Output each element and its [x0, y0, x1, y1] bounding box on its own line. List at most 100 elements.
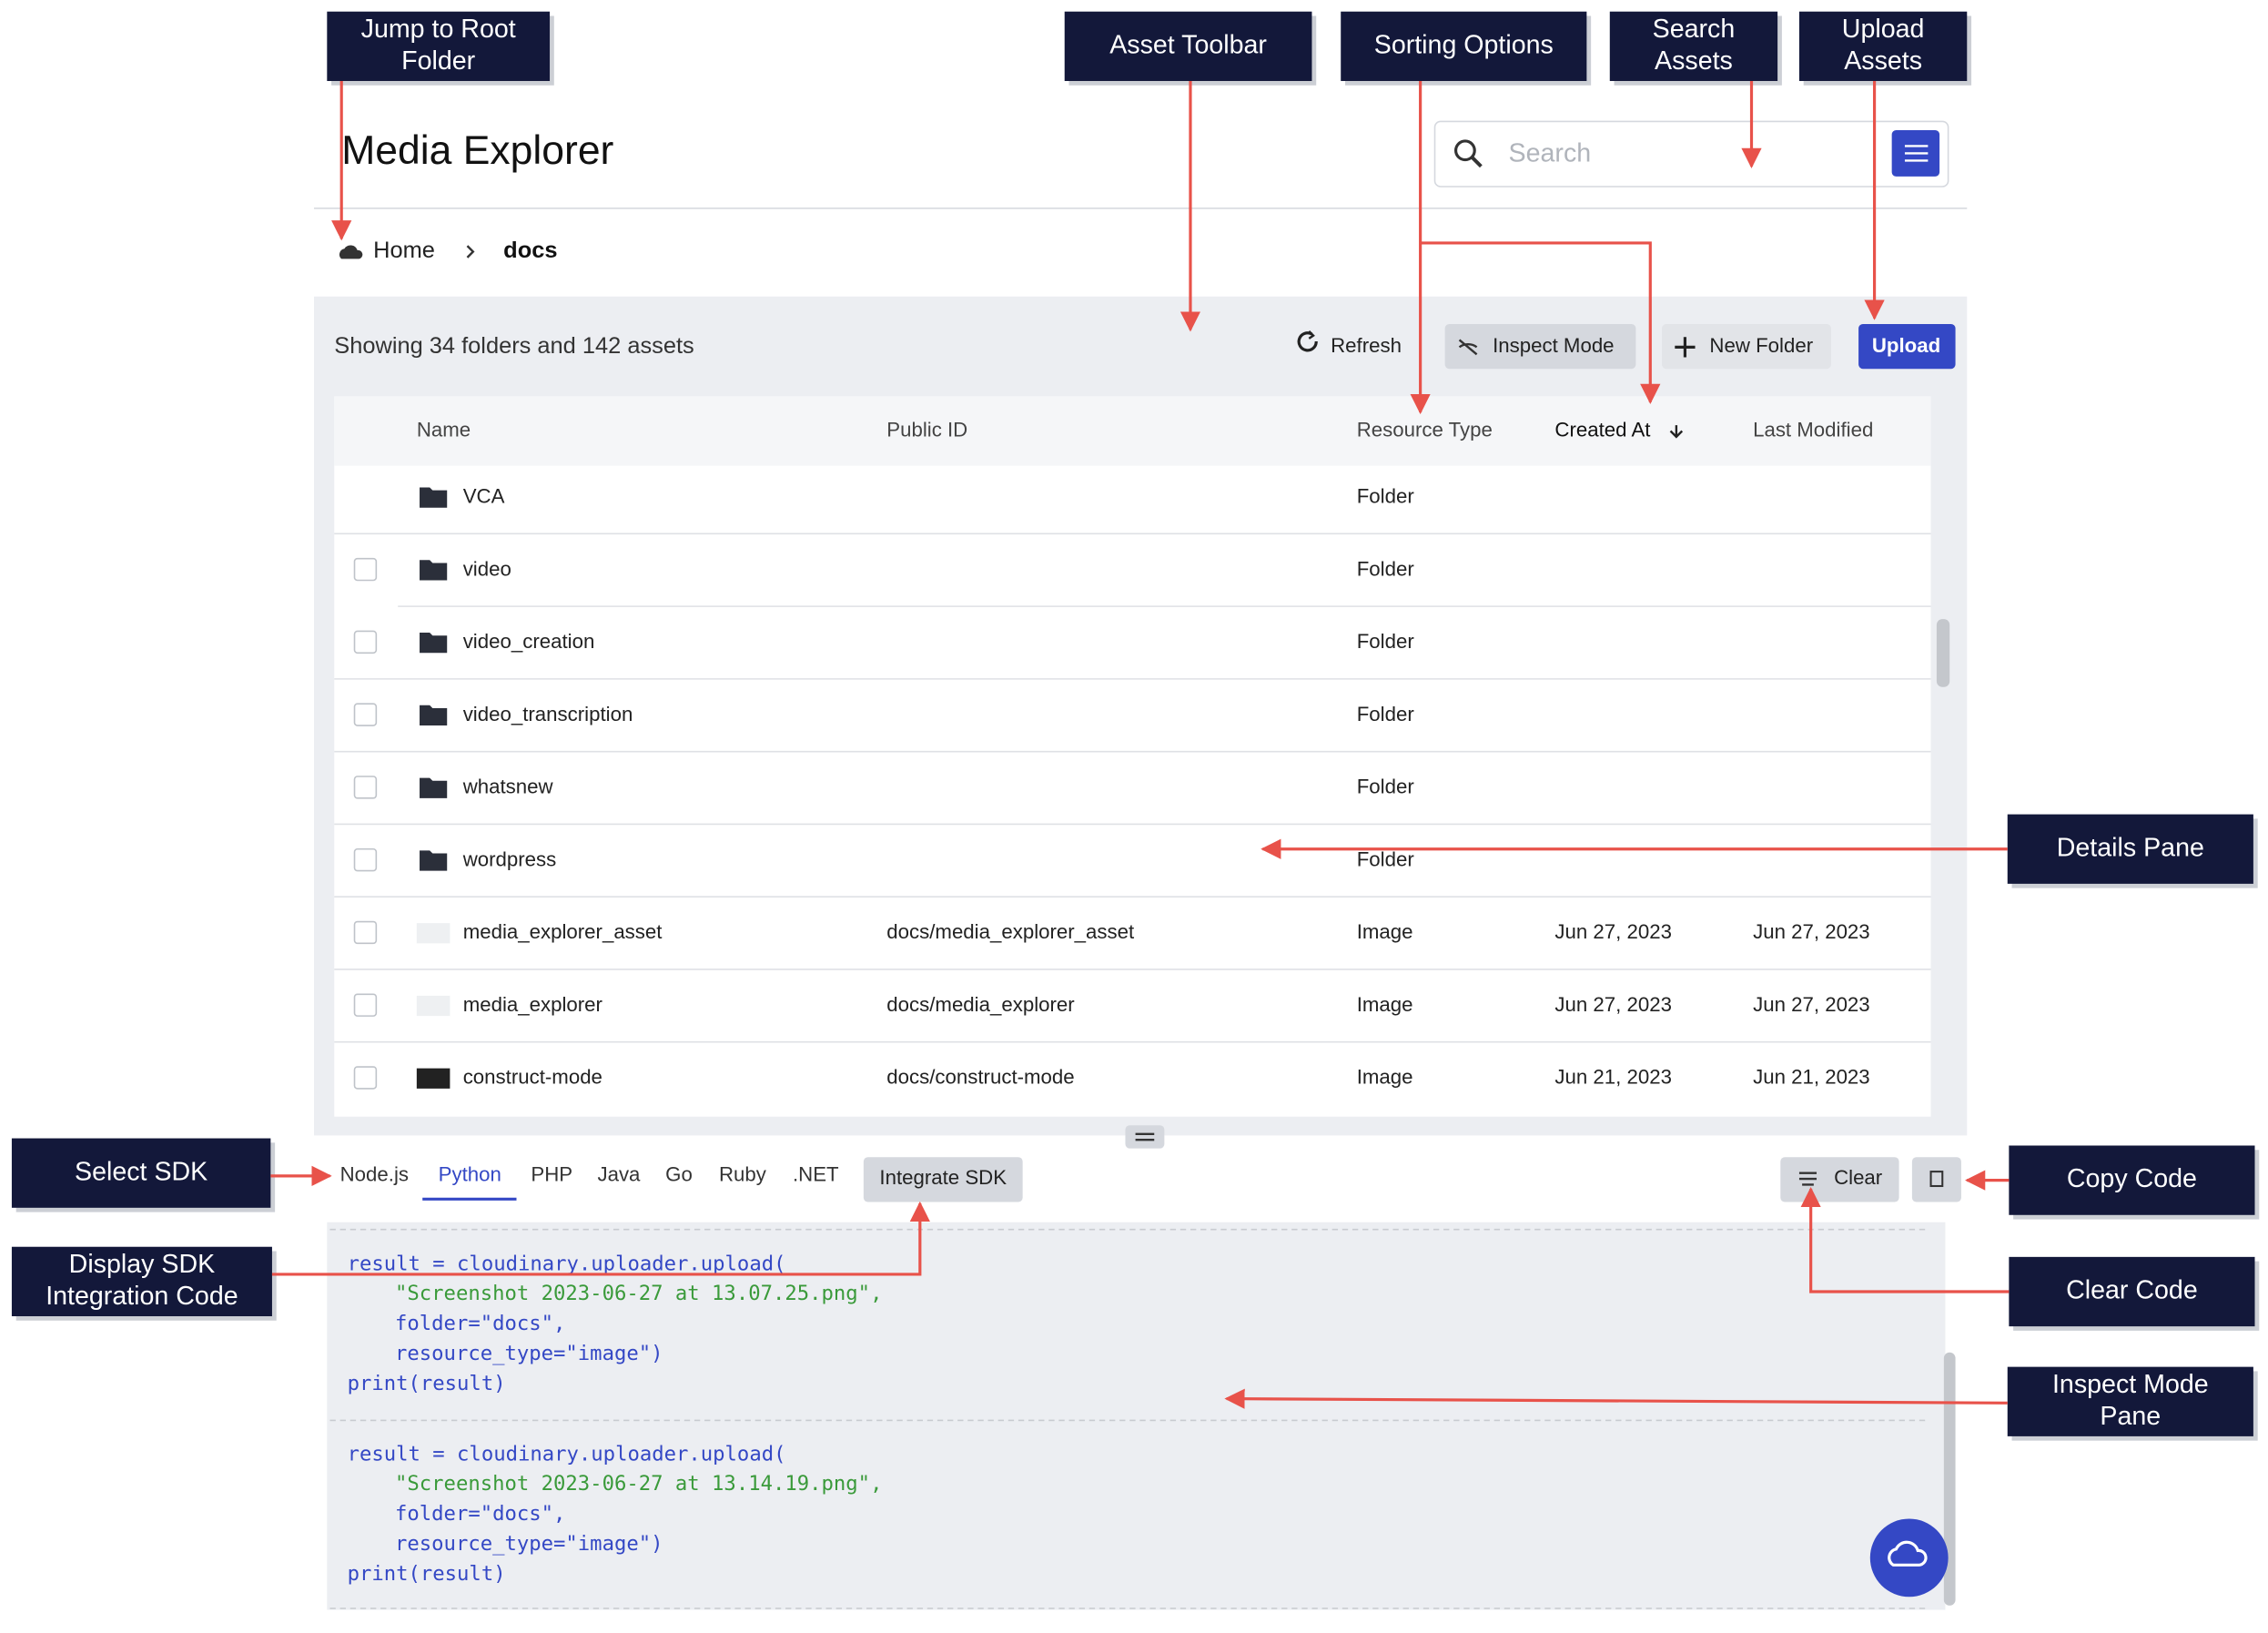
cell-type: Image	[1357, 1066, 1413, 1089]
sdk-tab[interactable]: PHP	[531, 1163, 572, 1186]
cell-name: media_explorer_asset	[463, 920, 663, 943]
inspect-mode-button[interactable]	[1444, 323, 1636, 370]
callout-label: Folder	[401, 46, 476, 76]
checkbox[interactable]	[353, 1066, 378, 1090]
folder-icon	[420, 633, 448, 654]
code-pane	[327, 1222, 1946, 1610]
checkbox[interactable]	[353, 557, 378, 582]
cell-modified: Jun 27, 2023	[1753, 920, 1870, 943]
callout-label: Asset Toolbar	[1109, 30, 1267, 59]
callout-box	[1064, 11, 1312, 81]
checkbox[interactable]	[353, 993, 378, 1017]
cell-name: wordpress	[462, 847, 557, 870]
table	[334, 396, 1931, 1117]
clear-label: Clear	[1834, 1166, 1883, 1189]
checkbox[interactable]	[353, 703, 378, 726]
column-header[interactable]: Last Modified	[1753, 418, 1873, 441]
cell-name: whatsnew	[462, 776, 554, 798]
cell-type: Folder	[1357, 703, 1415, 725]
code-line: result = cloudinary.uploader.upload(	[348, 1442, 786, 1466]
checkbox[interactable]	[353, 630, 378, 654]
callout-arrow	[1800, 1186, 2010, 1293]
sdk-tab[interactable]: Go	[665, 1163, 693, 1186]
inspect-mode-label: Inspect Mode	[1493, 334, 1614, 357]
code-line: folder="docs",	[395, 1312, 565, 1335]
column-header[interactable]: Resource Type	[1357, 418, 1493, 441]
checkbox[interactable]	[353, 776, 378, 799]
code-scrollbar	[1943, 1352, 1956, 1606]
folder-icon	[420, 487, 448, 508]
callout-label: Integration Code	[46, 1282, 238, 1311]
callout-label: Search	[1653, 15, 1736, 44]
callout-box	[1341, 11, 1587, 81]
cell-type: Folder	[1357, 484, 1415, 507]
code-line: print(result)	[348, 1562, 506, 1586]
callout-arrow	[1420, 241, 1661, 404]
callout-label: Pane	[2100, 1402, 2161, 1431]
folder-icon	[420, 850, 448, 871]
callout-arrow	[1224, 1388, 2008, 1409]
cell-created: Jun 27, 2023	[1554, 920, 1672, 943]
thumbnail	[416, 923, 451, 944]
callout-box	[327, 11, 551, 81]
column-header[interactable]: Created At	[1554, 418, 1651, 441]
callout-label: Details Pane	[2057, 833, 2204, 862]
upload-label: Upload	[1872, 334, 1940, 357]
page-title: Media Explorer	[341, 128, 613, 173]
cell-name: video_creation	[463, 630, 595, 653]
callout-label: Clear Code	[2066, 1276, 2198, 1305]
sdk-tab[interactable]: .NET	[793, 1163, 839, 1186]
code-line: "Screenshot 2023-06-27 at 13.14.19.png",	[395, 1472, 882, 1496]
cell-name: VCA	[463, 484, 505, 507]
thumbnail	[416, 995, 451, 1017]
cell-public-id: docs/media_explorer_asset	[886, 920, 1135, 943]
checkbox[interactable]	[353, 847, 378, 872]
callout-label: Assets	[1844, 46, 1922, 76]
cell-created: Jun 27, 2023	[1554, 993, 1672, 1016]
cell-type: Image	[1357, 993, 1413, 1016]
callout-label: Jump to Root	[361, 15, 516, 44]
callout-arrow	[271, 1201, 930, 1276]
cell-name: video_transcription	[463, 703, 633, 725]
breadcrumb-current: docs	[503, 238, 557, 263]
folder-icon	[420, 777, 448, 798]
code-line: folder="docs",	[395, 1502, 565, 1526]
copy-button[interactable]	[1911, 1157, 1961, 1202]
sdk-tab[interactable]: Ruby	[719, 1163, 767, 1186]
cell-public-id: docs/media_explorer	[886, 993, 1075, 1016]
cell-type: Folder	[1357, 557, 1415, 580]
callout-label: Upload	[1842, 15, 1925, 44]
sdk-tab[interactable]: Node.js	[340, 1163, 409, 1186]
cell-type: Folder	[1357, 847, 1415, 870]
breadcrumb-home[interactable]: Home	[373, 238, 435, 263]
folder-icon	[420, 560, 448, 581]
cell-name: media_explorer	[463, 993, 603, 1016]
thumbnail	[416, 1068, 451, 1089]
callout-box	[11, 1246, 272, 1317]
code-line: print(result)	[348, 1372, 506, 1395]
floating-button[interactable]	[1869, 1518, 1949, 1598]
cell-modified: Jun 27, 2023	[1753, 993, 1870, 1016]
refresh-button[interactable]: Refresh	[1331, 334, 1402, 357]
integrate-sdk-label: Integrate SDK	[879, 1166, 1007, 1189]
new-folder-button[interactable]	[1661, 323, 1831, 370]
cell-public-id: docs/construct-mode	[886, 1066, 1074, 1089]
integrate-sdk-button[interactable]	[863, 1157, 1023, 1202]
upload-button[interactable]	[1858, 323, 1956, 370]
callout-label: Copy Code	[2067, 1164, 2197, 1193]
code-line: result = cloudinary.uploader.upload(	[348, 1252, 786, 1275]
summary: Showing 34 folders and 142 assets	[334, 333, 694, 359]
checkbox[interactable]	[353, 920, 378, 945]
cell-type: Image	[1357, 920, 1413, 943]
splitter[interactable]	[1125, 1125, 1165, 1149]
table-header	[334, 396, 1931, 466]
column-header[interactable]: Public ID	[886, 418, 967, 441]
sdk-tab[interactable]: Java	[597, 1163, 641, 1186]
sdk-tab[interactable]: Python	[439, 1163, 501, 1186]
callout-box	[2007, 814, 2253, 884]
search-box[interactable]	[1433, 120, 1949, 188]
cell-type: Folder	[1357, 630, 1415, 653]
column-header[interactable]: Name	[417, 418, 471, 441]
search-placeholder: Search	[1509, 139, 1592, 168]
